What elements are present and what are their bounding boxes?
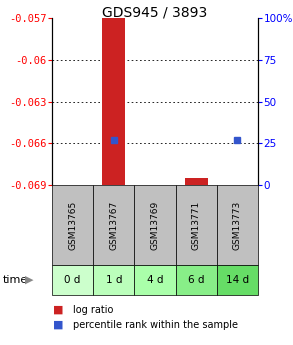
Text: GSM13765: GSM13765 [68,200,77,250]
Text: GSM13769: GSM13769 [151,200,159,250]
Bar [217,265,258,295]
Text: ■: ■ [53,305,63,315]
Bar [134,185,176,265]
Text: 1 d: 1 d [105,275,122,285]
Text: percentile rank within the sample: percentile rank within the sample [73,320,238,330]
Text: 6 d: 6 d [188,275,205,285]
Text: 4 d: 4 d [147,275,163,285]
Bar [93,265,134,295]
Bar [93,185,134,265]
Text: log ratio: log ratio [73,305,114,315]
Bar [176,265,217,295]
Text: time: time [3,275,28,285]
Text: ■: ■ [53,320,63,330]
Text: 0 d: 0 d [64,275,81,285]
Text: GSM13773: GSM13773 [233,200,242,250]
Bar [217,185,258,265]
Text: GSM13771: GSM13771 [192,200,201,250]
Bar [52,185,93,265]
Bar [134,265,176,295]
Text: GDS945 / 3893: GDS945 / 3893 [102,5,208,19]
Bar [103,18,125,185]
Bar [176,185,217,265]
Text: GSM13767: GSM13767 [109,200,118,250]
Text: ▶: ▶ [25,275,34,285]
Text: 14 d: 14 d [226,275,249,285]
Bar [52,265,93,295]
Bar [185,178,207,185]
